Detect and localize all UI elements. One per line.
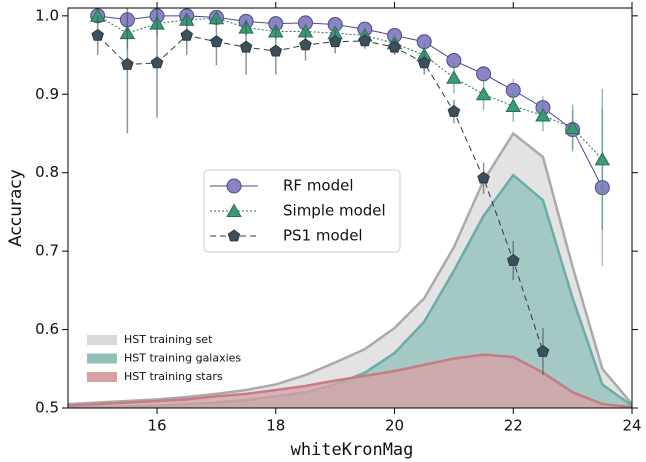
legend-marker (227, 229, 241, 242)
marker (535, 107, 551, 122)
marker (180, 28, 194, 41)
marker (91, 28, 104, 41)
legend-frame (203, 169, 401, 253)
area-outline (68, 353, 632, 408)
marker (239, 40, 253, 53)
legend-patch (87, 335, 117, 345)
marker (564, 120, 581, 134)
legend-label: HST training stars (124, 370, 223, 383)
legend-label: RF model (283, 177, 354, 195)
marker (358, 34, 372, 47)
x-axis-label: whiteKronMag (291, 440, 414, 460)
marker (121, 57, 134, 70)
marker (417, 56, 431, 69)
marker (506, 253, 520, 266)
marker (269, 44, 283, 57)
series-line (97, 34, 544, 352)
legend-marker (226, 178, 242, 194)
legend-marker (226, 203, 242, 217)
legend-label: HST training set (124, 333, 213, 346)
legend-patch (87, 353, 117, 364)
x-tick-label: 16 (148, 417, 167, 435)
marker (505, 98, 522, 113)
marker (447, 104, 461, 117)
marker (388, 40, 401, 53)
series-line (97, 15, 603, 160)
marker (536, 344, 550, 357)
x-tick-label: 18 (266, 417, 285, 435)
y-tick-label: 0.5 (35, 399, 59, 417)
area-fill (68, 175, 632, 408)
marker (594, 151, 611, 166)
marker (477, 171, 490, 184)
marker (299, 38, 312, 51)
y-tick-label: 1.0 (35, 6, 59, 24)
marker (446, 70, 462, 84)
legend-patch (87, 372, 117, 382)
area-legend: HST training set HST training galaxies HST… (87, 333, 241, 383)
legend: RF model Simple model PS1 model (203, 169, 401, 253)
marker (150, 56, 164, 69)
legend-label: Simple model (283, 202, 386, 220)
marker (210, 35, 223, 48)
plot-frame (67, 7, 633, 409)
area-outline (68, 131, 632, 406)
y-tick-label: 0.6 (35, 320, 59, 338)
legend-label: PS1 model (283, 227, 363, 245)
y-tick-label: 0.9 (35, 85, 59, 103)
y-axis-label: Accuracy (6, 169, 26, 247)
x-tick-label: 20 (385, 417, 404, 435)
y-tick-label: 0.8 (35, 163, 59, 181)
x-tick-label: 24 (622, 417, 641, 435)
y-tick-label: 0.7 (35, 242, 59, 260)
x-tick-label: 22 (504, 417, 523, 435)
marker (328, 35, 342, 48)
legend-label: HST training galaxies (124, 352, 241, 365)
area-fill (68, 354, 632, 408)
marker (475, 86, 492, 101)
